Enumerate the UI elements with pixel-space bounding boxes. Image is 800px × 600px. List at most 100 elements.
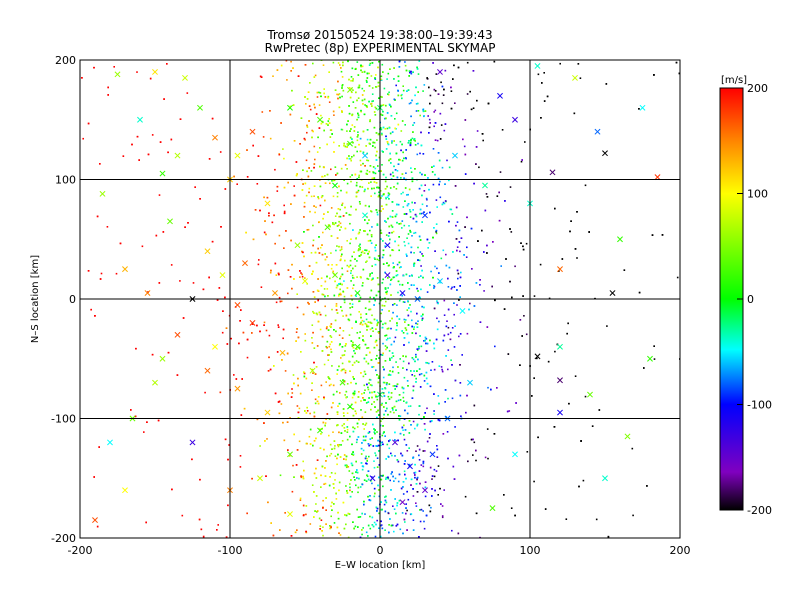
scatter-dot xyxy=(375,523,377,526)
scatter-dot xyxy=(356,150,358,153)
scatter-dot xyxy=(319,165,321,168)
scatter-dot xyxy=(360,170,363,173)
scatter-dot xyxy=(430,369,432,371)
scatter-dot xyxy=(382,71,384,73)
scatter-dot xyxy=(536,357,538,360)
scatter-dot xyxy=(319,147,321,149)
scatter-dot xyxy=(454,185,457,187)
scatter-dot xyxy=(332,61,335,64)
scatter-dot xyxy=(208,158,211,160)
scatter-dot xyxy=(428,242,431,244)
scatter-dot xyxy=(303,469,305,472)
scatter-dot xyxy=(388,440,390,442)
scatter-dot xyxy=(330,252,332,254)
scatter-dot xyxy=(391,249,393,251)
scatter-dot xyxy=(510,231,513,233)
scatter-dot xyxy=(432,276,434,279)
scatter-x-marker xyxy=(317,116,323,123)
scatter-dot xyxy=(351,274,354,277)
scatter-dot xyxy=(409,210,412,213)
x-axis-ticks: -200 -100 0 100 200 xyxy=(68,532,691,557)
scatter-dot xyxy=(332,483,335,485)
scatter-dot xyxy=(402,301,405,303)
scatter-dot xyxy=(341,354,344,357)
scatter-dot xyxy=(296,173,298,175)
scatter-dot xyxy=(377,195,380,198)
scatter-dot xyxy=(381,527,384,530)
scatter-dot xyxy=(451,327,454,329)
scatter-dot xyxy=(407,498,410,501)
scatter-dot xyxy=(291,287,293,290)
scatter-dot xyxy=(378,357,380,359)
scatter-dot xyxy=(113,66,115,68)
scatter-dot xyxy=(471,268,473,270)
scatter-dot xyxy=(391,524,394,527)
scatter-dot xyxy=(373,181,376,183)
scatter-dot xyxy=(576,211,578,213)
scatter-x-marker xyxy=(287,511,293,518)
scatter-dot xyxy=(412,488,414,490)
scatter-dot xyxy=(389,357,391,360)
scatter-dot xyxy=(384,510,387,513)
scatter-dot xyxy=(384,360,387,362)
scatter-x-marker xyxy=(309,367,316,374)
scatter-dot xyxy=(319,313,322,316)
scatter-dot xyxy=(413,252,415,254)
scatter-dot xyxy=(289,417,291,419)
scatter-dot xyxy=(341,95,343,98)
scatter-dot xyxy=(317,247,319,250)
scatter-dot xyxy=(283,210,286,213)
scatter-dot xyxy=(322,534,324,537)
scatter-dot xyxy=(346,157,348,160)
scatter-dot xyxy=(329,129,332,131)
scatter-dot xyxy=(264,440,266,442)
scatter-dot xyxy=(311,382,313,384)
scatter-dot xyxy=(392,311,394,314)
scatter-dot xyxy=(330,325,332,328)
scatter-dot xyxy=(344,206,346,209)
scatter-dot xyxy=(306,170,308,173)
scatter-dot xyxy=(426,342,429,345)
scatter-dot xyxy=(291,490,294,493)
scatter-dot xyxy=(373,346,376,349)
scatter-dot xyxy=(412,389,415,392)
scatter-dot xyxy=(394,431,396,434)
scatter-dot xyxy=(299,499,302,501)
scatter-dot xyxy=(322,499,324,502)
scatter-dot xyxy=(246,338,249,341)
scatter-dot xyxy=(382,366,384,368)
scatter-dot xyxy=(370,234,373,236)
scatter-dot xyxy=(559,62,561,65)
scatter-dot xyxy=(225,327,228,329)
scatter-dot xyxy=(220,226,222,228)
scatter-dot xyxy=(391,407,394,409)
scatter-dot xyxy=(464,495,467,498)
scatter-dot xyxy=(380,128,383,131)
scatter-dot xyxy=(360,109,362,112)
scatter-dot xyxy=(340,258,342,261)
scatter-dot xyxy=(323,213,325,215)
scatter-dot xyxy=(341,85,343,87)
scatter-dot xyxy=(355,460,357,463)
scatter-dot xyxy=(387,395,390,398)
scatter-dot xyxy=(340,293,342,296)
scatter-dot xyxy=(376,324,378,327)
scatter-dot xyxy=(416,370,418,372)
scatter-dot xyxy=(419,297,421,299)
scatter-dot xyxy=(365,261,367,263)
scatter-dot xyxy=(208,276,210,279)
scatter-x-marker xyxy=(459,307,466,314)
scatter-dot xyxy=(376,519,378,522)
scatter-dot xyxy=(381,354,384,356)
scatter-dot xyxy=(410,284,413,286)
scatter-dot xyxy=(338,489,340,492)
scatter-dot xyxy=(353,277,355,279)
scatter-dot xyxy=(433,227,435,229)
scatter-dot xyxy=(398,419,401,421)
scatter-dot xyxy=(419,171,421,174)
scatter-dot xyxy=(371,396,373,399)
scatter-dot xyxy=(448,179,450,182)
scatter-dot xyxy=(412,209,414,211)
scatter-dot xyxy=(278,412,281,415)
